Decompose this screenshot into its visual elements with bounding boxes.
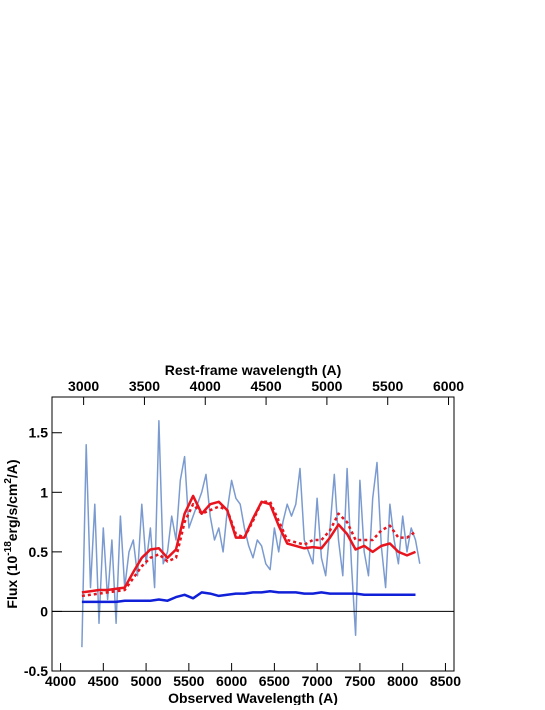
top-tick-label: 3500	[129, 378, 160, 394]
top-tick-label: 6000	[433, 378, 464, 394]
series-line	[81, 494, 416, 594]
x-tick-label: 7500	[344, 673, 375, 689]
y-tick-label: 0	[40, 603, 48, 619]
x-tick-label: 6500	[259, 673, 290, 689]
top-tick-label: 4000	[190, 378, 221, 394]
x-tick-label: 6000	[216, 673, 247, 689]
y-tick-label: -0.5	[24, 663, 48, 679]
top-tick-label: 5500	[372, 378, 403, 394]
top-tick-label: 3000	[68, 378, 99, 394]
series-line	[81, 420, 421, 648]
y-title-part: Flux (10	[4, 555, 20, 608]
x-tick-label: 8000	[387, 673, 418, 689]
series-line	[81, 589, 416, 604]
x-tick-label: 4000	[45, 673, 76, 689]
x-axis-title: Observed Wavelength (A)	[168, 690, 338, 705]
top-tick-label: 5000	[311, 378, 342, 394]
y-tick-label: 1.5	[29, 425, 49, 441]
series-line	[81, 500, 417, 598]
x-tick-label: 7000	[302, 673, 333, 689]
y-title-part: erg/s/cm	[4, 484, 20, 542]
x-tick-label: 5500	[173, 673, 204, 689]
top-tick-label: 4500	[250, 378, 281, 394]
plot-frame	[51, 396, 455, 672]
y-title-sup: 2	[3, 478, 14, 484]
x-tick-label: 4500	[88, 673, 119, 689]
y-title-part: /A)	[4, 459, 20, 478]
y-title-sup: -18	[3, 541, 14, 556]
y-axis-title: Flux (10-18erg/s/cm2/A)	[3, 459, 20, 608]
y-tick-label: 0.5	[29, 544, 49, 560]
top-axis-title: Rest-frame wavelength (A)	[165, 362, 342, 378]
x-tick-label: 8500	[430, 673, 461, 689]
x-tick-label: 5000	[131, 673, 162, 689]
y-tick-label: 1	[40, 484, 48, 500]
